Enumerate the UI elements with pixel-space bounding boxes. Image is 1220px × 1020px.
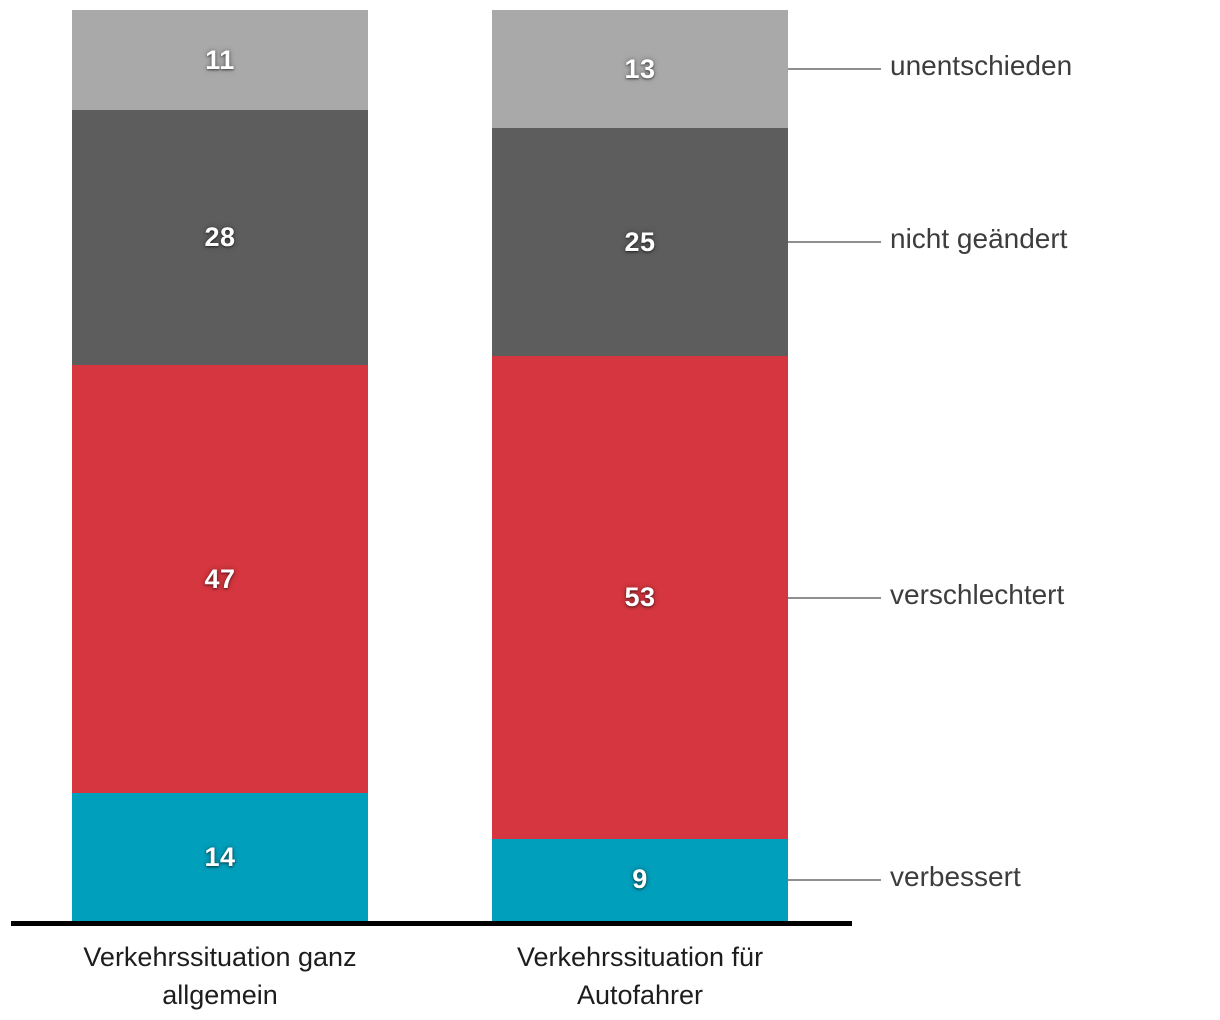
legend-leader-line [788, 68, 881, 71]
bar-segment-verschlechtert: 47 [72, 365, 368, 794]
bar-value-label: 25 [624, 226, 656, 257]
bar-value-label: 28 [204, 222, 236, 253]
bar-segment-nicht-geändert: 28 [72, 110, 368, 366]
bar: 13 25 53 9 [492, 10, 788, 921]
bar-value-label: 53 [624, 582, 656, 613]
bar-value-label: 13 [624, 53, 656, 84]
legend-leader-line [788, 241, 881, 244]
category-label: Verkehrssituation für Autofahrer [516, 942, 764, 1011]
bar-value-label: 47 [204, 563, 236, 594]
bar-segment-unentschieden: 11 [72, 10, 368, 111]
bar-segment-verbessert: 9 [492, 839, 788, 921]
bar-value-label: 14 [204, 841, 236, 872]
x-axis-line [11, 921, 852, 926]
bar-value-label: 11 [205, 44, 235, 75]
bar-segment-nicht-geändert: 25 [492, 128, 788, 357]
bar: 11 28 47 14 [72, 10, 368, 921]
legend-leader-line [788, 596, 881, 599]
legend-label: verschlechtert [890, 578, 1065, 610]
legend-label: verbessert [890, 861, 1021, 892]
legend-label: nicht geändert [890, 223, 1068, 255]
bar-segment-unentschieden: 13 [492, 10, 788, 129]
bar-value-label: 9 [632, 864, 648, 895]
legend-label: unentschieden [890, 50, 1073, 82]
bar-segment-verbessert: 14 [72, 793, 368, 921]
legend-leader-line [788, 879, 881, 881]
category-label: Verkehrssituation ganz allgemein [83, 942, 357, 1011]
bar-segment-verschlechtert: 53 [492, 356, 788, 839]
